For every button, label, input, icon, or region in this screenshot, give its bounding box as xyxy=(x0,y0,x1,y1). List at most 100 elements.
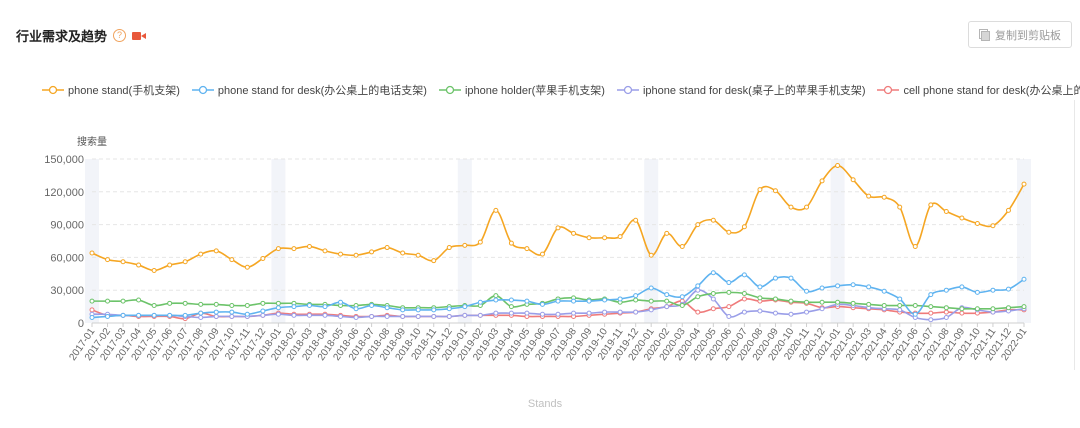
data-point xyxy=(617,309,623,315)
data-point xyxy=(260,300,266,306)
data-point xyxy=(415,313,421,319)
data-point xyxy=(990,306,996,312)
x-tick-label: 2019-08 xyxy=(549,326,579,363)
data-point xyxy=(726,304,732,310)
data-point xyxy=(400,250,406,256)
data-point xyxy=(229,313,235,319)
legend-item-1[interactable]: phone stand for desk(办公桌上的电话支架) xyxy=(191,82,427,98)
data-point xyxy=(275,246,281,252)
x-tick-label: 2021-12 xyxy=(984,326,1014,363)
data-point xyxy=(462,242,468,248)
data-point xyxy=(928,310,934,316)
data-point xyxy=(959,284,965,290)
data-point xyxy=(943,305,949,311)
data-point xyxy=(151,313,157,319)
data-point xyxy=(633,309,639,315)
data-point xyxy=(229,303,235,309)
x-axis-label: Stands xyxy=(528,398,563,410)
data-point xyxy=(1005,308,1011,314)
x-tick-label: 2019-03 xyxy=(471,326,501,363)
data-point xyxy=(244,303,250,309)
data-point xyxy=(943,208,949,214)
x-tick-label: 2018-08 xyxy=(363,326,393,363)
data-point xyxy=(369,249,375,255)
data-point xyxy=(182,313,188,319)
data-point xyxy=(369,313,375,319)
data-point xyxy=(695,222,701,228)
data-point xyxy=(788,275,794,281)
data-point xyxy=(260,308,266,314)
data-point xyxy=(431,313,437,319)
data-point xyxy=(555,298,561,304)
data-point xyxy=(105,298,111,304)
data-point xyxy=(151,312,157,318)
data-point xyxy=(757,298,763,304)
data-point xyxy=(757,284,763,290)
x-tick-label: 2020-01 xyxy=(627,326,657,363)
data-point xyxy=(275,311,281,317)
data-point xyxy=(819,299,825,305)
legend-marker-icon xyxy=(877,85,900,95)
legend-item-4[interactable]: cell phone stand for desk(办公桌上的手机支架) xyxy=(877,82,1080,98)
data-point xyxy=(819,305,825,311)
data-point xyxy=(804,288,810,294)
x-tick-label: 2019-04 xyxy=(487,326,517,363)
data-point xyxy=(244,313,250,319)
x-tick-label: 2018-04 xyxy=(300,326,330,363)
data-point xyxy=(89,298,95,304)
data-point xyxy=(120,312,126,318)
data-point xyxy=(788,311,794,317)
y-axis-label: 搜索量 xyxy=(77,135,107,148)
y-tick-label: 90,000 xyxy=(50,220,84,232)
data-point xyxy=(415,307,421,313)
data-point xyxy=(275,300,281,306)
data-point xyxy=(384,313,390,319)
data-point xyxy=(804,299,810,305)
data-point xyxy=(617,296,623,302)
series-line-2 xyxy=(92,291,1025,310)
data-point xyxy=(431,307,437,313)
data-point xyxy=(990,223,996,229)
data-point xyxy=(477,312,483,318)
data-point xyxy=(1021,181,1027,187)
data-point xyxy=(198,251,204,257)
data-point xyxy=(275,310,281,316)
data-point xyxy=(539,301,545,307)
data-point xyxy=(772,275,778,281)
data-point xyxy=(229,309,235,315)
data-point xyxy=(384,312,390,318)
legend-item-0[interactable]: phone stand(手机支架) xyxy=(42,82,180,98)
data-point xyxy=(213,313,219,319)
data-point xyxy=(524,301,530,307)
data-point xyxy=(866,306,872,312)
video-camera-icon[interactable] xyxy=(132,31,147,41)
data-point xyxy=(415,305,421,311)
legend-item-2[interactable]: iphone holder(苹果手机支架) xyxy=(438,82,605,98)
legend-item-3[interactable]: iphone stand for desk(桌子上的苹果手机支架) xyxy=(616,82,865,98)
data-point xyxy=(275,305,281,311)
data-point xyxy=(602,309,608,315)
data-point xyxy=(1005,307,1011,313)
data-point xyxy=(571,313,577,319)
data-point xyxy=(928,317,934,323)
data-point xyxy=(89,315,95,321)
data-point xyxy=(338,299,344,305)
data-point xyxy=(291,246,297,252)
data-point xyxy=(400,307,406,313)
y-tick-label: 120,000 xyxy=(44,187,84,199)
legend-marker-icon xyxy=(42,85,64,95)
data-point xyxy=(897,309,903,315)
copy-to-clipboard-button[interactable]: 复制到剪贴板 xyxy=(968,21,1072,48)
question-circle-icon[interactable]: ? xyxy=(113,29,127,42)
data-point xyxy=(633,293,639,299)
data-point xyxy=(710,270,716,276)
data-point xyxy=(850,300,856,306)
data-point xyxy=(524,313,530,319)
x-tick-label: 2020-06 xyxy=(704,326,734,363)
data-point xyxy=(244,264,250,270)
data-point xyxy=(136,312,142,318)
data-point xyxy=(446,304,452,310)
x-tick-label: 2020-03 xyxy=(658,326,688,363)
copy-button-label: 复制到剪贴板 xyxy=(995,29,1061,42)
x-tick-label: 2019-05 xyxy=(502,326,532,363)
